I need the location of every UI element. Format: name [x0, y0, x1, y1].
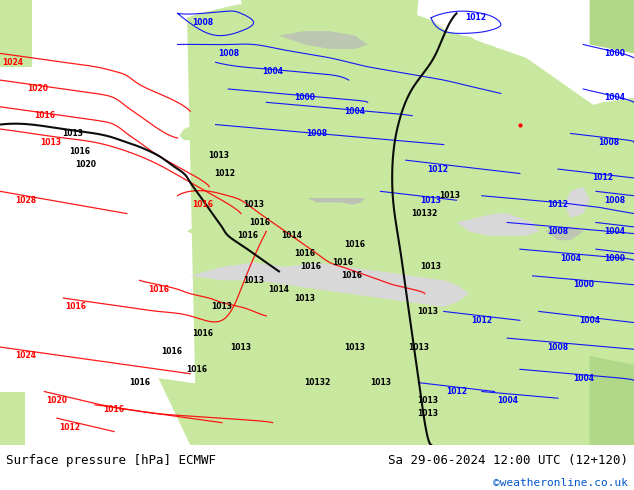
Text: 1016: 1016 [341, 271, 363, 280]
Text: 1016: 1016 [192, 329, 214, 338]
Text: 1004: 1004 [604, 227, 626, 236]
Text: 1012: 1012 [427, 165, 448, 173]
Text: 1016: 1016 [34, 111, 55, 120]
Text: 1013: 1013 [230, 343, 252, 351]
Text: 1012: 1012 [547, 200, 569, 209]
Text: 1016: 1016 [332, 258, 353, 267]
Text: 1016: 1016 [68, 147, 90, 156]
Text: 1004: 1004 [573, 374, 594, 383]
Polygon shape [193, 116, 219, 160]
Text: 1016: 1016 [192, 200, 214, 209]
Text: 1012: 1012 [59, 422, 81, 432]
Text: 1013: 1013 [420, 263, 442, 271]
Text: 1016: 1016 [249, 218, 271, 227]
Text: 1008: 1008 [604, 196, 626, 205]
Text: 1000: 1000 [573, 280, 594, 289]
Text: 1014: 1014 [281, 231, 302, 240]
Polygon shape [545, 227, 583, 240]
Text: 1000: 1000 [294, 94, 315, 102]
Text: 1013: 1013 [417, 396, 439, 405]
Text: 1016: 1016 [160, 347, 182, 356]
Text: 1000: 1000 [604, 49, 626, 58]
Text: 1013: 1013 [420, 196, 442, 205]
Text: Surface pressure [hPa] ECMWF: Surface pressure [hPa] ECMWF [6, 454, 216, 467]
Text: 1008: 1008 [547, 227, 569, 236]
Text: 1008: 1008 [192, 18, 214, 27]
Text: 10132: 10132 [304, 378, 330, 387]
Text: 1008: 1008 [598, 138, 619, 147]
Text: 1008: 1008 [217, 49, 239, 58]
Text: 1012: 1012 [471, 316, 493, 325]
Text: 1013: 1013 [417, 307, 439, 316]
Polygon shape [590, 356, 634, 445]
Polygon shape [327, 214, 354, 298]
Text: 1020: 1020 [46, 396, 68, 405]
Text: 1008: 1008 [547, 343, 569, 351]
Text: 1016: 1016 [300, 263, 321, 271]
Text: 1020: 1020 [75, 160, 96, 169]
Text: 1016: 1016 [65, 302, 87, 312]
Text: 1004: 1004 [560, 253, 581, 263]
Text: 1013: 1013 [243, 200, 264, 209]
Text: 1024: 1024 [15, 351, 36, 361]
Text: 1013: 1013 [370, 378, 391, 387]
Text: 1013: 1013 [243, 276, 264, 285]
Polygon shape [456, 214, 539, 236]
Text: 1012: 1012 [446, 387, 467, 396]
Text: ©weatheronline.co.uk: ©weatheronline.co.uk [493, 478, 628, 488]
Text: 1012: 1012 [465, 13, 486, 23]
Text: 1016: 1016 [344, 240, 366, 249]
Text: 1016: 1016 [186, 365, 207, 374]
Polygon shape [187, 189, 266, 245]
Text: 1016: 1016 [236, 231, 258, 240]
Text: 1008: 1008 [306, 129, 328, 138]
Polygon shape [158, 378, 634, 445]
Text: 1013: 1013 [344, 343, 366, 351]
Text: 1000: 1000 [604, 253, 626, 263]
Polygon shape [590, 0, 634, 53]
Polygon shape [279, 31, 368, 49]
Polygon shape [187, 0, 634, 445]
Text: 10132: 10132 [411, 209, 438, 218]
Text: 1004: 1004 [604, 94, 626, 102]
Text: 1013: 1013 [62, 129, 84, 138]
Text: 1012: 1012 [592, 173, 613, 182]
Text: 1004: 1004 [344, 107, 366, 116]
Text: 1013: 1013 [208, 151, 230, 160]
Text: 1028: 1028 [15, 196, 36, 205]
Text: 1014: 1014 [268, 285, 290, 294]
Polygon shape [387, 231, 476, 312]
Text: 1016: 1016 [294, 249, 315, 258]
Polygon shape [241, 0, 418, 89]
Text: 1013: 1013 [211, 302, 233, 312]
Text: 1016: 1016 [129, 378, 150, 387]
Text: Sa 29-06-2024 12:00 UTC (12+120): Sa 29-06-2024 12:00 UTC (12+120) [387, 454, 628, 467]
Polygon shape [476, 98, 634, 276]
Text: 1004: 1004 [496, 396, 518, 405]
Text: 1004: 1004 [579, 316, 600, 325]
Polygon shape [307, 198, 365, 205]
Text: 1016: 1016 [148, 285, 169, 294]
Text: 1013: 1013 [40, 138, 61, 147]
Polygon shape [0, 0, 32, 67]
Text: 1013: 1013 [408, 343, 429, 351]
Polygon shape [564, 187, 590, 218]
Text: 1012: 1012 [214, 169, 236, 178]
Polygon shape [190, 263, 469, 307]
Text: 1004: 1004 [262, 67, 283, 75]
Text: 1016: 1016 [103, 405, 125, 414]
Text: 1020: 1020 [27, 84, 49, 94]
Polygon shape [179, 127, 193, 140]
Polygon shape [0, 392, 25, 445]
Text: 1013: 1013 [439, 191, 461, 200]
Text: 1024: 1024 [2, 58, 23, 67]
Text: 1013: 1013 [417, 409, 439, 418]
Text: 1013: 1013 [294, 294, 315, 303]
